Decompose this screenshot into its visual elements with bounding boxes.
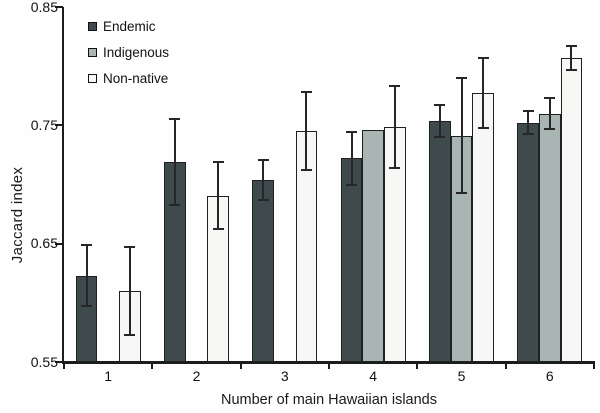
x-tick-mark — [239, 363, 242, 369]
error-bar-line — [173, 119, 176, 205]
error-bar-cap — [477, 56, 489, 59]
error-bar-cap — [346, 131, 358, 134]
error-bar-cap — [212, 161, 224, 164]
error-bar-cap — [212, 228, 224, 231]
error-bar-line — [482, 57, 485, 128]
bar-endemic-6 — [517, 122, 540, 362]
error-bar-line — [570, 46, 573, 70]
x-category-label: 5 — [457, 368, 466, 384]
error-bar-cap — [257, 158, 269, 161]
error-bar-line — [393, 86, 396, 168]
y-tick-label: 0.65 — [30, 235, 58, 252]
bar-indigenous-4 — [362, 130, 384, 362]
x-category-label: 1 — [104, 368, 113, 384]
error-bar-cap — [257, 198, 269, 201]
x-tick-mark — [416, 363, 419, 369]
legend-swatch-non-native — [88, 73, 97, 83]
y-tick-mark — [55, 6, 63, 8]
legend-label-endemic: Endemic — [103, 18, 156, 34]
error-bar-line — [262, 159, 265, 200]
legend-item-endemic: Endemic — [88, 13, 169, 39]
y-tick-label: 0.55 — [30, 353, 58, 370]
x-tick-mark — [593, 363, 595, 369]
error-bar-cap — [565, 45, 577, 48]
x-tick-mark — [328, 363, 330, 369]
y-axis-line — [62, 7, 64, 364]
error-bar-cap — [522, 110, 534, 113]
error-bar-cap — [522, 132, 534, 135]
legend-item-indigenous: Indigenous — [88, 39, 169, 65]
error-bar-line — [128, 247, 131, 335]
error-bar-cap — [124, 246, 136, 249]
y-tick-mark — [55, 124, 63, 127]
legend-swatch-endemic — [88, 21, 97, 31]
error-bar-line — [438, 105, 441, 138]
error-bar-line — [527, 111, 530, 134]
error-bar-cap — [300, 91, 312, 94]
error-bar-line — [217, 162, 220, 230]
plot-area — [64, 7, 594, 362]
bar-non-native-5 — [472, 93, 494, 362]
error-bar-cap — [389, 166, 401, 169]
error-bar-cap — [434, 136, 446, 139]
legend: Endemic Indigenous Non-native — [88, 13, 169, 91]
y-tick-label: 0.75 — [30, 116, 58, 133]
bar-endemic-5 — [429, 120, 451, 362]
y-tick-mark — [55, 361, 63, 363]
bar-indigenous-6 — [539, 113, 561, 362]
x-tick-mark — [504, 363, 507, 369]
x-axis-title: Number of main Hawaiian islands — [221, 392, 437, 408]
error-bar-cap — [544, 127, 556, 130]
error-bar-line — [85, 244, 88, 307]
bar-endemic-3 — [252, 179, 275, 362]
error-bar-cap — [544, 97, 556, 100]
x-tick-mark — [151, 363, 154, 369]
error-bar-cap — [456, 77, 467, 79]
legend-item-non-native: Non-native — [88, 65, 169, 91]
x-category-label: 2 — [192, 368, 201, 384]
legend-label-non-native: Non-native — [103, 70, 169, 86]
error-bar-cap — [477, 126, 489, 129]
error-bar-cap — [389, 85, 401, 88]
legend-label-indigenous: Indigenous — [103, 44, 170, 60]
x-tick-mark — [63, 363, 65, 369]
y-tick-label: 0.85 — [30, 0, 58, 15]
x-category-label: 6 — [545, 368, 554, 384]
error-bar-line — [460, 78, 463, 193]
x-category-label: 3 — [280, 368, 289, 384]
error-bar-line — [548, 98, 551, 129]
error-bar-cap — [81, 305, 93, 308]
error-bar-cap — [169, 203, 181, 206]
error-bar-cap — [81, 243, 93, 246]
error-bar-cap — [565, 68, 577, 71]
error-bar-cap — [456, 191, 467, 194]
y-tick-mark — [55, 242, 63, 245]
error-bar-cap — [434, 104, 446, 107]
error-bar-cap — [346, 183, 358, 186]
error-bar-cap — [169, 118, 181, 121]
error-bar-cap — [124, 333, 136, 336]
legend-swatch-indigenous — [88, 47, 97, 57]
error-bar-line — [305, 92, 308, 171]
error-bar-line — [350, 132, 353, 185]
bar-non-native-6 — [560, 57, 583, 362]
error-bar-cap — [300, 169, 312, 172]
x-category-label: 4 — [369, 368, 378, 384]
x-axis-line — [62, 361, 595, 364]
y-axis-title: Jaccard index — [9, 166, 26, 264]
bar-endemic-4 — [340, 158, 363, 362]
